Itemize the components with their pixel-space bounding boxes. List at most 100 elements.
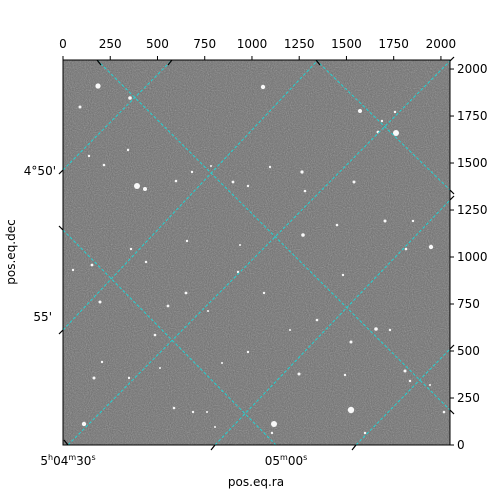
star bbox=[300, 170, 304, 174]
grid-line bbox=[214, 199, 450, 445]
star bbox=[246, 184, 250, 188]
star bbox=[246, 350, 250, 354]
world-tick-mark bbox=[58, 329, 64, 335]
star bbox=[190, 170, 194, 174]
star bbox=[78, 105, 82, 109]
star bbox=[343, 373, 347, 377]
grid-line bbox=[67, 60, 450, 445]
star bbox=[404, 247, 408, 251]
world-tick-marks bbox=[58, 56, 455, 451]
star bbox=[92, 376, 96, 380]
star bbox=[95, 83, 101, 89]
star bbox=[231, 180, 235, 184]
top-tick-label: 1750 bbox=[378, 37, 409, 51]
star bbox=[143, 187, 147, 191]
star bbox=[172, 406, 176, 410]
star bbox=[129, 247, 133, 251]
top-tick-label: 1250 bbox=[284, 37, 315, 51]
star bbox=[297, 372, 301, 376]
top-tick-label: 0 bbox=[59, 37, 67, 51]
star bbox=[153, 333, 157, 337]
ra-tick-label-2: 05m00s bbox=[265, 453, 308, 468]
star bbox=[100, 360, 104, 364]
star bbox=[363, 431, 367, 435]
star bbox=[380, 119, 384, 123]
star bbox=[90, 263, 94, 267]
star bbox=[271, 421, 277, 427]
star bbox=[191, 410, 195, 414]
world-tick-mark bbox=[96, 59, 102, 66]
star bbox=[260, 84, 266, 90]
right-tick-label: 1750 bbox=[457, 109, 488, 123]
star bbox=[374, 327, 378, 331]
star bbox=[206, 411, 208, 413]
grid-line bbox=[63, 60, 319, 331]
star bbox=[341, 273, 345, 277]
star bbox=[270, 431, 274, 435]
dec-tick-label-1: 4°50' bbox=[24, 164, 56, 178]
world-tick-mark bbox=[58, 169, 64, 175]
top-tick-label: 250 bbox=[99, 37, 122, 51]
star bbox=[102, 163, 106, 167]
star bbox=[127, 376, 131, 380]
world-tick-mark bbox=[449, 409, 455, 415]
star bbox=[303, 189, 307, 193]
ra-tick-label-1: 5h04m30s bbox=[40, 453, 95, 468]
star bbox=[358, 109, 362, 113]
grid-line bbox=[63, 60, 173, 171]
top-tick-label: 500 bbox=[146, 37, 169, 51]
right-tick-label: 250 bbox=[457, 391, 480, 405]
star bbox=[221, 362, 223, 364]
star bbox=[166, 304, 170, 308]
star bbox=[184, 291, 188, 295]
right-tick-label: 750 bbox=[457, 297, 480, 311]
image-noise bbox=[63, 60, 450, 445]
star bbox=[185, 239, 189, 243]
plot-frame bbox=[62, 59, 451, 446]
world-tick-mark bbox=[449, 195, 455, 201]
star bbox=[352, 180, 356, 184]
star bbox=[144, 260, 148, 264]
star bbox=[349, 340, 353, 344]
grid-line bbox=[63, 229, 277, 445]
star bbox=[134, 183, 140, 189]
right-tick-label: 1000 bbox=[457, 250, 488, 264]
grid-line bbox=[315, 60, 450, 191]
right-tick-label: 500 bbox=[457, 344, 480, 358]
star bbox=[210, 165, 212, 167]
star bbox=[428, 244, 434, 250]
star bbox=[388, 328, 392, 332]
star bbox=[239, 244, 241, 246]
right-tick-label: 1500 bbox=[457, 156, 488, 170]
right-tick-label: 1250 bbox=[457, 203, 488, 217]
star bbox=[87, 154, 91, 158]
world-tick-mark bbox=[167, 59, 173, 66]
world-tick-mark bbox=[449, 344, 455, 350]
star bbox=[289, 329, 291, 331]
world-tick-mark bbox=[351, 444, 357, 451]
top-pixel-axis: 0 250 500 750 1000 1250 1500 1750 2000 bbox=[59, 37, 456, 60]
right-pixel-axis: 0 250 500 750 1000 1250 1500 1750 2000 bbox=[450, 62, 488, 452]
star bbox=[126, 148, 130, 152]
star bbox=[393, 130, 399, 136]
world-tick-mark bbox=[315, 59, 321, 66]
star bbox=[335, 223, 339, 227]
star bbox=[81, 421, 87, 427]
star bbox=[347, 406, 355, 414]
star bbox=[393, 110, 397, 114]
star bbox=[383, 219, 387, 223]
star bbox=[128, 96, 132, 100]
star bbox=[98, 300, 102, 304]
dec-tick-label-2: 55' bbox=[33, 310, 52, 324]
star bbox=[315, 318, 319, 322]
coordinate-grid bbox=[63, 60, 450, 445]
world-tick-mark bbox=[449, 189, 455, 195]
star-field bbox=[71, 83, 446, 435]
world-tick-mark bbox=[210, 444, 216, 451]
world-tick-mark bbox=[63, 439, 69, 446]
star bbox=[429, 384, 431, 386]
star bbox=[174, 179, 178, 183]
top-tick-label: 2000 bbox=[426, 37, 457, 51]
image-panel bbox=[63, 60, 450, 445]
